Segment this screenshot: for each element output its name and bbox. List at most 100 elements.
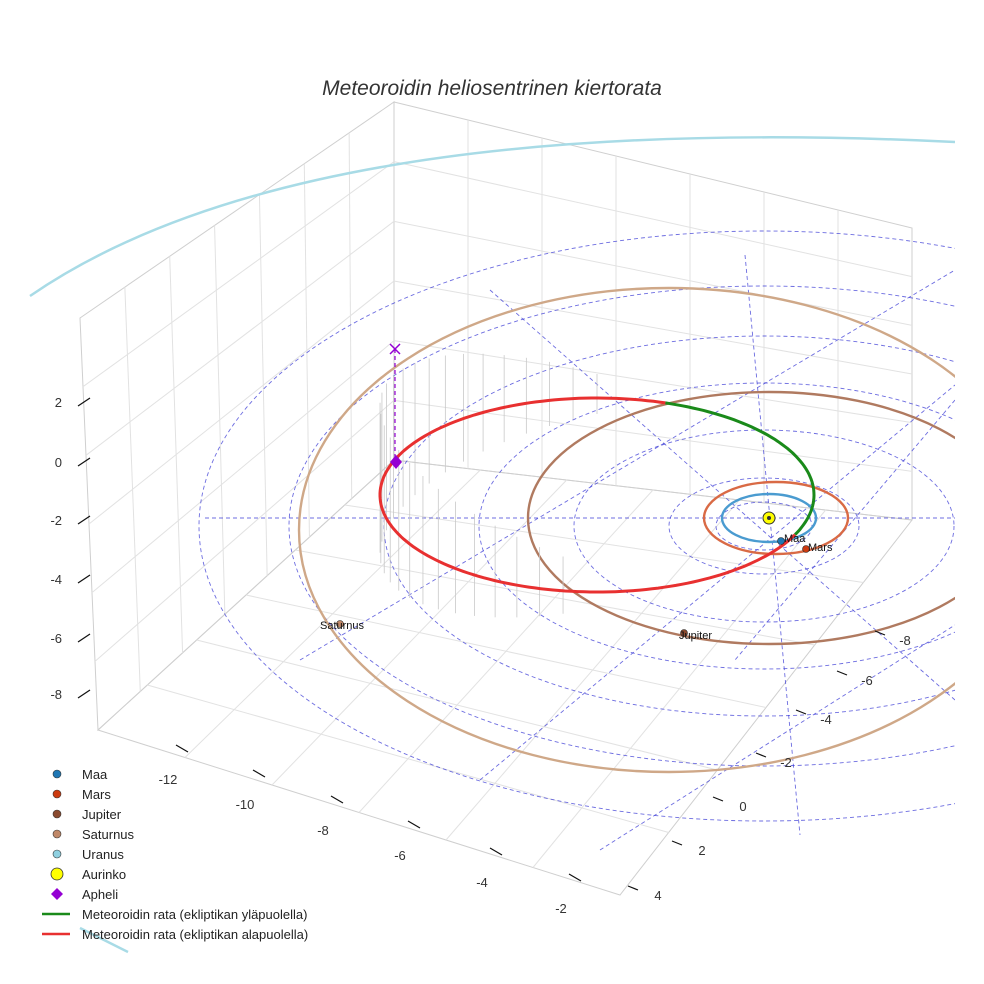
legend-label: Mars bbox=[82, 787, 111, 802]
box-grid-line bbox=[82, 161, 395, 388]
box-grid-line bbox=[85, 220, 395, 456]
legend-symbol bbox=[50, 867, 64, 881]
box-grid-lines bbox=[82, 120, 913, 868]
uranus-orbit bbox=[29, 136, 955, 298]
ecliptic-grid-ring bbox=[668, 477, 860, 575]
z-tick-mark bbox=[77, 633, 91, 643]
x-tick-mark bbox=[330, 795, 344, 804]
legend-symbol bbox=[52, 809, 62, 819]
planet-orbits bbox=[297, 286, 955, 774]
box-grid-line bbox=[393, 340, 913, 424]
ecliptic-grid-ring bbox=[383, 335, 955, 717]
z-tick-label: -4 bbox=[50, 572, 62, 587]
legend-label: Aurinko bbox=[82, 867, 126, 882]
legend: Maa Mars Jupiter Saturnus Uranus Aurinko Aphel… bbox=[42, 767, 308, 942]
box-grid-line bbox=[393, 220, 913, 326]
legend-label: Maa bbox=[82, 767, 108, 782]
ecliptic-grid-ring bbox=[288, 285, 955, 767]
legend-symbol bbox=[51, 888, 63, 900]
floor bbox=[97, 459, 913, 896]
planet-markers: Maa Mars Jupiter Saturnus bbox=[320, 533, 833, 642]
sun-group bbox=[762, 511, 776, 525]
legend-symbol bbox=[52, 789, 62, 799]
box-grid-line bbox=[245, 594, 767, 708]
z-tick-mark bbox=[77, 457, 91, 467]
z-axis-ticks: 2 0 -2 -4 -6 -8 bbox=[50, 395, 91, 702]
meteoroid-orbit-below bbox=[378, 396, 797, 594]
box-grid-line bbox=[295, 549, 815, 646]
aphelion-projection-marker bbox=[389, 343, 401, 355]
x-tick-label: -4 bbox=[476, 875, 488, 890]
saturnus-orbit bbox=[297, 286, 955, 774]
legend-label: Apheli bbox=[82, 887, 118, 902]
box-grid-line bbox=[445, 499, 740, 841]
y-tick-mark bbox=[836, 670, 848, 676]
mars-marker bbox=[802, 545, 810, 553]
aphelion-marker bbox=[390, 455, 402, 469]
legend-label: Jupiter bbox=[82, 807, 122, 822]
x-axis-ticks: -12 -10 -8 -6 -4 -2 bbox=[159, 744, 582, 916]
ecliptic-grid-spoke bbox=[299, 269, 955, 661]
legend-label: Saturnus bbox=[82, 827, 135, 842]
x-tick-mark bbox=[252, 769, 266, 778]
meteoroid-orbit-above bbox=[665, 401, 816, 536]
legend-label: Meteoroidin rata (ekliptikan alapuolella… bbox=[82, 927, 308, 942]
ecliptic-grid bbox=[198, 230, 955, 851]
meteoroid-orbit bbox=[378, 396, 816, 594]
z-tick-mark bbox=[77, 574, 91, 584]
box-grid-line bbox=[88, 280, 395, 525]
legend-symbol bbox=[52, 769, 62, 779]
ecliptic-grid-spoke bbox=[599, 624, 955, 851]
y-tick-mark bbox=[795, 709, 807, 715]
mars-label: Mars bbox=[808, 542, 833, 554]
maa-orbit bbox=[720, 492, 818, 544]
legend-symbol bbox=[52, 829, 62, 839]
earth-label: Maa bbox=[784, 533, 806, 545]
back-wall bbox=[393, 101, 913, 521]
y-tick-label: -8 bbox=[899, 633, 911, 648]
ecliptic-grid-ring bbox=[478, 382, 955, 670]
box-grid-line bbox=[393, 399, 913, 472]
x-tick-mark bbox=[568, 873, 582, 882]
saturn-label: Saturnus bbox=[320, 620, 365, 632]
y-tick-mark bbox=[874, 630, 886, 636]
x-tick-mark bbox=[407, 820, 421, 829]
ecliptic-grid-ring bbox=[573, 429, 955, 623]
saturn-marker bbox=[336, 620, 344, 628]
x-tick-label: -12 bbox=[159, 772, 178, 787]
y-tick-mark bbox=[627, 885, 639, 891]
aphelion-group bbox=[389, 343, 402, 469]
ecliptic-grid-spoke bbox=[744, 254, 801, 836]
earth-marker bbox=[777, 537, 785, 545]
x-tick-label: -2 bbox=[555, 901, 567, 916]
legend-label: Meteoroidin rata (ekliptikan yläpuolella… bbox=[82, 907, 307, 922]
x-tick-label: -8 bbox=[317, 823, 329, 838]
y-tick-label: 0 bbox=[739, 799, 746, 814]
box-grid-line bbox=[393, 280, 913, 375]
y-tick-label: 2 bbox=[698, 843, 705, 858]
x-tick-mark bbox=[175, 744, 189, 753]
y-tick-label: -4 bbox=[820, 712, 832, 727]
legend-symbol bbox=[52, 849, 62, 859]
z-tick-label: -8 bbox=[50, 687, 62, 702]
y-axis-ticks: -8 -6 -4 -2 0 2 4 bbox=[627, 630, 911, 903]
jupiter-marker bbox=[680, 629, 688, 637]
y-tick-label: -6 bbox=[861, 673, 873, 688]
ecliptic-grid-spoke bbox=[479, 384, 955, 781]
drop-lines bbox=[379, 353, 598, 618]
mars-orbit bbox=[702, 480, 850, 556]
box-grid-line bbox=[393, 161, 913, 278]
z-tick-mark bbox=[77, 689, 91, 699]
z-tick-label: 2 bbox=[55, 395, 62, 410]
y-tick-label: 4 bbox=[654, 888, 661, 903]
uranus-orbit-lower bbox=[79, 926, 129, 954]
z-tick-label: -6 bbox=[50, 631, 62, 646]
x-tick-label: -10 bbox=[236, 797, 255, 812]
jupiter-orbit bbox=[526, 390, 955, 646]
y-tick-label: -2 bbox=[780, 755, 792, 770]
y-tick-mark bbox=[755, 752, 767, 758]
box-grid-line bbox=[91, 340, 395, 594]
legend-label: Uranus bbox=[82, 847, 124, 862]
x-tick-mark bbox=[489, 847, 503, 856]
